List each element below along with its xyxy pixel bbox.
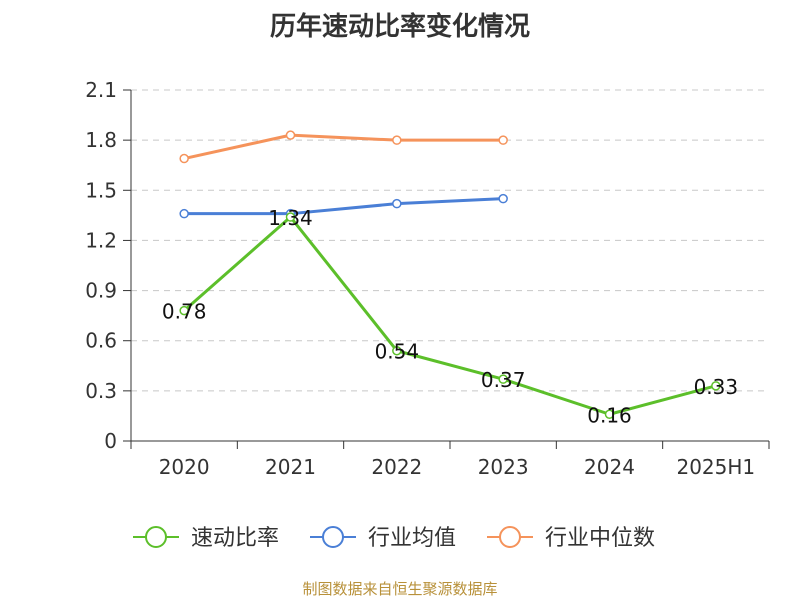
y-tick-label: 1.5	[85, 178, 117, 202]
y-tick-label: 0.3	[85, 379, 117, 403]
legend-marker	[322, 526, 344, 548]
data-point	[285, 130, 296, 140]
data-point	[392, 198, 402, 209]
data-point	[498, 193, 508, 204]
data-point	[392, 135, 402, 145]
legend-marker	[145, 526, 167, 548]
data-point	[179, 305, 189, 316]
legend-label: 行业中位数	[545, 526, 655, 551]
data-point	[285, 212, 296, 222]
data-point	[179, 153, 189, 164]
series-line	[184, 197, 504, 216]
source-note: 制图数据来自恒生聚源数据库	[302, 580, 498, 598]
data-point	[498, 374, 508, 384]
legend-label: 行业均值	[368, 526, 456, 551]
data-label: 1.34	[268, 206, 313, 230]
legend-marker	[499, 526, 521, 548]
series-line	[183, 133, 504, 160]
x-tick-label: 2024	[584, 455, 635, 479]
x-tick-label: 2021	[265, 455, 316, 479]
y-tick-label: 0.9	[85, 279, 117, 303]
data-label: 0.78	[162, 300, 207, 324]
y-tick-label: 1.2	[85, 228, 117, 252]
y-tick-label: 2.1	[85, 78, 117, 102]
legend-label: 速动比率	[191, 526, 279, 551]
x-tick-label: 2023	[478, 455, 529, 479]
chart-title: 历年速动比率变化情况	[269, 12, 530, 42]
data-point	[498, 135, 508, 145]
data-point	[179, 208, 189, 219]
y-tick-label: 1.8	[85, 128, 117, 152]
data-label: 0.33	[694, 375, 739, 399]
data-point	[392, 345, 402, 356]
data-point	[604, 409, 615, 420]
data-label: 0.16	[587, 403, 632, 427]
x-tick-label: 2020	[159, 455, 210, 479]
y-tick-label: 0.6	[85, 329, 117, 353]
series-line	[183, 215, 717, 416]
data-point	[711, 381, 721, 391]
data-label: 0.37	[481, 368, 526, 392]
y-tick-label: 0	[104, 429, 117, 453]
data-label: 0.54	[375, 340, 420, 364]
x-tick-label: 2022	[371, 455, 422, 479]
x-tick-label: 2025H1	[676, 455, 755, 479]
